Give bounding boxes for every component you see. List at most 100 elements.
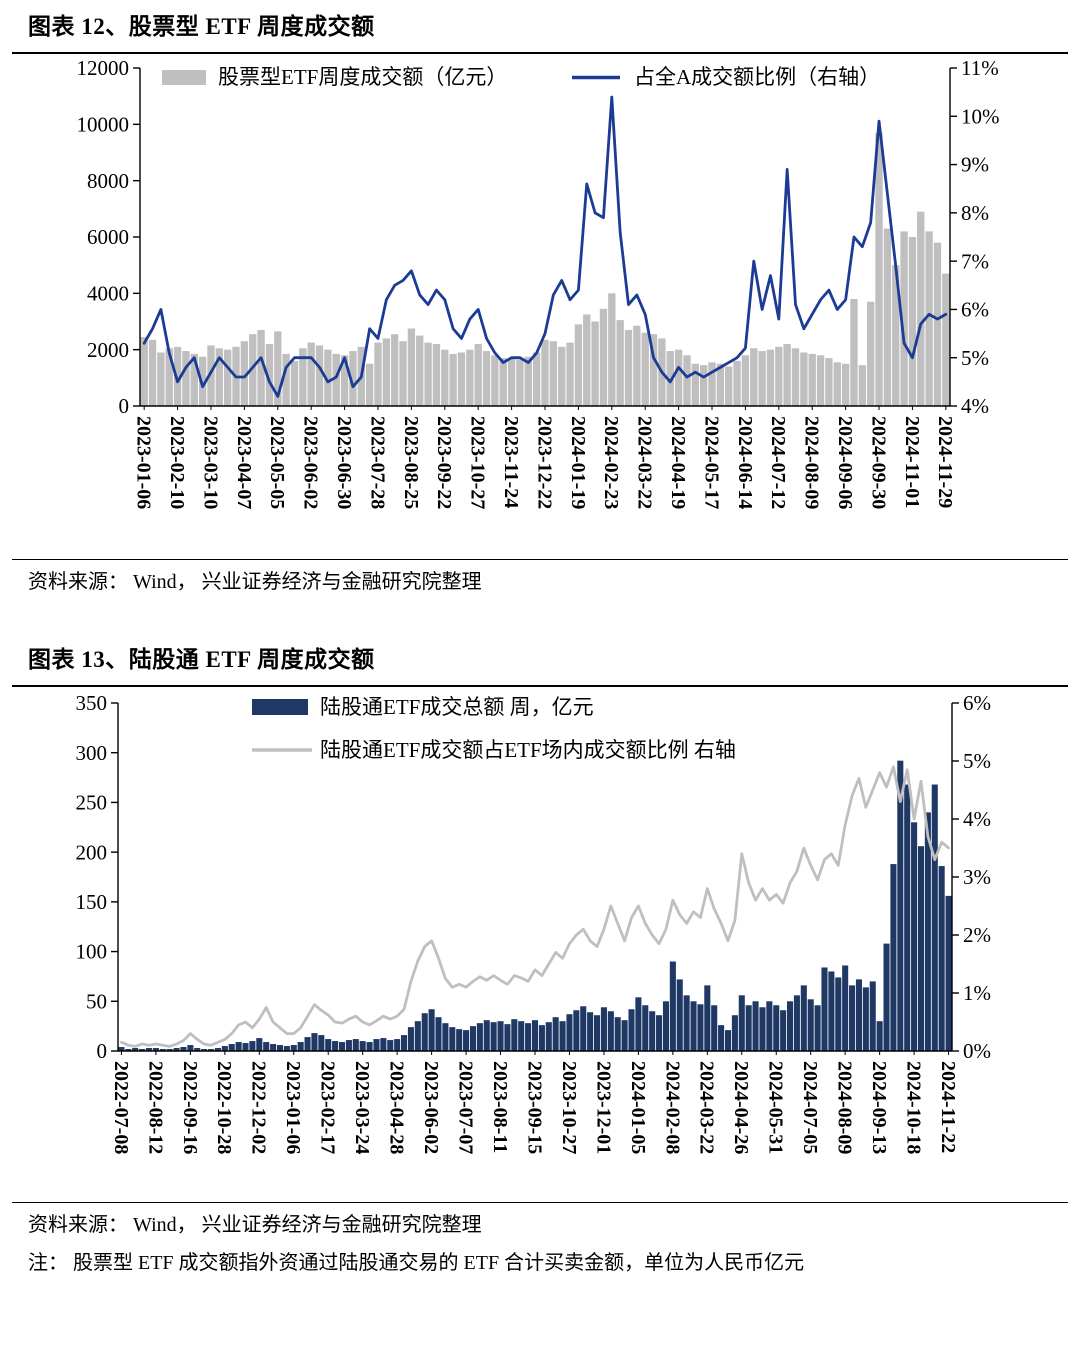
svg-text:2%: 2%	[963, 923, 991, 947]
figure-12-title-divider	[12, 52, 1068, 54]
bar-series	[140, 132, 950, 407]
svg-text:2022-09-16: 2022-09-16	[179, 1061, 201, 1154]
svg-text:100: 100	[76, 940, 108, 964]
svg-text:2023-02-17: 2023-02-17	[317, 1061, 339, 1154]
svg-text:2024-11-01: 2024-11-01	[901, 416, 923, 508]
svg-text:350: 350	[76, 691, 108, 715]
svg-text:2024-08-09: 2024-08-09	[801, 416, 823, 509]
figure-13-source: 资料来源： Wind， 兴业证券经济与金融研究院整理	[28, 1214, 482, 1236]
svg-text:2023-01-06: 2023-01-06	[282, 1061, 304, 1154]
svg-text:2023-06-02: 2023-06-02	[420, 1061, 442, 1154]
line-series	[120, 765, 950, 1048]
svg-text:150: 150	[76, 890, 108, 914]
svg-text:2023-08-11: 2023-08-11	[489, 1061, 511, 1153]
svg-text:2023-02-10: 2023-02-10	[166, 416, 188, 509]
svg-text:4%: 4%	[963, 807, 991, 831]
svg-text:2024-02-23: 2024-02-23	[600, 416, 622, 509]
figure-12-section: 图表 12、股票型 ETF 周度成交额 0 2000 4000 6000 8000 100…	[12, 12, 1068, 595]
svg-text:2023-07-07: 2023-07-07	[454, 1061, 476, 1154]
svg-text:2024-09-30: 2024-09-30	[867, 416, 889, 509]
svg-text:2023-04-07: 2023-04-07	[233, 416, 255, 509]
svg-text:2024-11-29: 2024-11-29	[934, 416, 956, 508]
svg-text:2023-07-28: 2023-07-28	[366, 416, 388, 509]
figure-12-chart: 0 2000 4000 6000 8000 10000 12000 4% 5% 6% 7% 8% 9% 1…	[12, 54, 1068, 559]
svg-text:2024-03-22: 2024-03-22	[634, 416, 656, 509]
svg-text:2024-06-14: 2024-06-14	[734, 416, 756, 509]
svg-text:陆股通ETF成交额占ETF场内成交额比例 右轴: 陆股通ETF成交额占ETF场内成交额比例 右轴	[320, 738, 736, 762]
svg-text:2024-11-22: 2024-11-22	[937, 1061, 959, 1153]
svg-text:2024-10-18: 2024-10-18	[902, 1061, 924, 1154]
svg-text:2024-01-05: 2024-01-05	[627, 1061, 649, 1154]
svg-text:0%: 0%	[963, 1039, 991, 1063]
svg-text:50: 50	[86, 989, 107, 1013]
svg-text:2024-09-13: 2024-09-13	[868, 1061, 890, 1154]
svg-text:0: 0	[97, 1039, 108, 1063]
svg-text:2023-12-22: 2023-12-22	[533, 416, 555, 509]
report-page: 图表 12、股票型 ETF 周度成交额 0 2000 4000 6000 8000 100…	[0, 12, 1080, 1276]
figure-12-title: 图表 12、股票型 ETF 周度成交额	[28, 14, 375, 39]
svg-text:5%: 5%	[963, 749, 991, 773]
svg-text:1%: 1%	[963, 981, 991, 1005]
svg-text:3%: 3%	[963, 865, 991, 889]
legend: 股票型ETF周度成交额（亿元） 占全A成交额比例（右轴）	[162, 65, 880, 89]
svg-text:10000: 10000	[77, 112, 130, 136]
svg-text:2024-07-12: 2024-07-12	[767, 416, 789, 509]
svg-text:2024-05-31: 2024-05-31	[765, 1061, 787, 1154]
figure-13-note: 注： 股票型 ETF 成交额指外资通过陆股通交易的 ETF 合计买卖金额，单位为…	[28, 1252, 805, 1274]
svg-text:12000: 12000	[77, 56, 130, 80]
svg-text:2023-06-02: 2023-06-02	[300, 416, 322, 509]
svg-text:2024-09-06: 2024-09-06	[834, 416, 856, 509]
figure-13-chart: 0 50 100 150 200 250 300 350 0% 1% 2% 3% 4% 5% 6% 2022-…	[12, 687, 1068, 1202]
svg-text:2000: 2000	[87, 338, 129, 362]
svg-text:2024-05-17: 2024-05-17	[700, 416, 722, 509]
svg-text:2023-08-25: 2023-08-25	[400, 416, 422, 509]
svg-text:2022-10-28: 2022-10-28	[213, 1061, 235, 1154]
legend-bar-swatch	[252, 699, 308, 715]
svg-text:8%: 8%	[961, 201, 989, 225]
svg-text:2023-09-22: 2023-09-22	[433, 416, 455, 509]
svg-text:6000: 6000	[87, 225, 129, 249]
svg-text:10%: 10%	[961, 104, 1000, 128]
figure-13-title: 图表 13、陆股通 ETF 周度成交额	[28, 647, 375, 672]
figure-12-source-divider	[12, 559, 1068, 560]
svg-text:2022-12-02: 2022-12-02	[248, 1061, 270, 1154]
svg-text:2023-06-30: 2023-06-30	[333, 416, 355, 509]
figure-12-source: 资料来源： Wind， 兴业证券经济与金融研究院整理	[28, 571, 482, 593]
svg-text:2024-07-05: 2024-07-05	[799, 1061, 821, 1154]
right-axis-labels: 4% 5% 6% 7% 8% 9% 10% 11%	[961, 56, 1000, 418]
svg-text:2023-03-10: 2023-03-10	[199, 416, 221, 509]
svg-text:2023-05-05: 2023-05-05	[266, 416, 288, 509]
svg-text:4%: 4%	[961, 394, 989, 418]
figure-13-section: 图表 13、陆股通 ETF 周度成交额 0 50 100 150 200 250 300 35…	[12, 645, 1068, 1276]
svg-text:2022-08-12: 2022-08-12	[144, 1061, 166, 1154]
svg-text:2024-03-22: 2024-03-22	[696, 1061, 718, 1154]
svg-text:200: 200	[76, 840, 108, 864]
svg-text:2023-12-01: 2023-12-01	[592, 1061, 614, 1154]
svg-text:6%: 6%	[963, 691, 991, 715]
svg-text:4000: 4000	[87, 281, 129, 305]
left-axis-labels: 0 50 100 150 200 250 300 350	[76, 691, 108, 1063]
left-axis-labels: 0 2000 4000 6000 8000 10000 12000	[77, 56, 130, 418]
svg-text:0: 0	[119, 394, 130, 418]
svg-text:2023-10-27: 2023-10-27	[467, 416, 489, 509]
svg-text:5%: 5%	[961, 346, 989, 370]
svg-text:2023-01-06: 2023-01-06	[133, 416, 155, 509]
svg-text:占全A成交额比例（右轴）: 占全A成交额比例（右轴）	[634, 65, 880, 89]
svg-text:2024-04-19: 2024-04-19	[667, 416, 689, 509]
x-axis-labels: 2022-07-08 2022-08-12 2022-09-16 2022-10-28…	[110, 1061, 959, 1154]
svg-text:2022-07-08: 2022-07-08	[110, 1061, 132, 1154]
svg-text:2024-04-26: 2024-04-26	[730, 1061, 752, 1154]
svg-text:陆股通ETF成交总额 周，亿元: 陆股通ETF成交总额 周，亿元	[320, 695, 594, 719]
figure-13-source-divider	[12, 1202, 1068, 1203]
figure-12-chart-svg: 0 2000 4000 6000 8000 10000 12000 4% 5% 6% 7% 8% 9% 1…	[77, 56, 1000, 509]
bar-series	[118, 760, 952, 1051]
svg-text:2023-10-27: 2023-10-27	[558, 1061, 580, 1154]
svg-text:11%: 11%	[961, 56, 999, 80]
svg-text:2024-02-08: 2024-02-08	[661, 1061, 683, 1154]
svg-text:2023-09-15: 2023-09-15	[523, 1061, 545, 1154]
svg-text:9%: 9%	[961, 153, 989, 177]
legend-bar-swatch	[162, 70, 206, 85]
svg-text:6%: 6%	[961, 298, 989, 322]
svg-text:300: 300	[76, 741, 108, 765]
